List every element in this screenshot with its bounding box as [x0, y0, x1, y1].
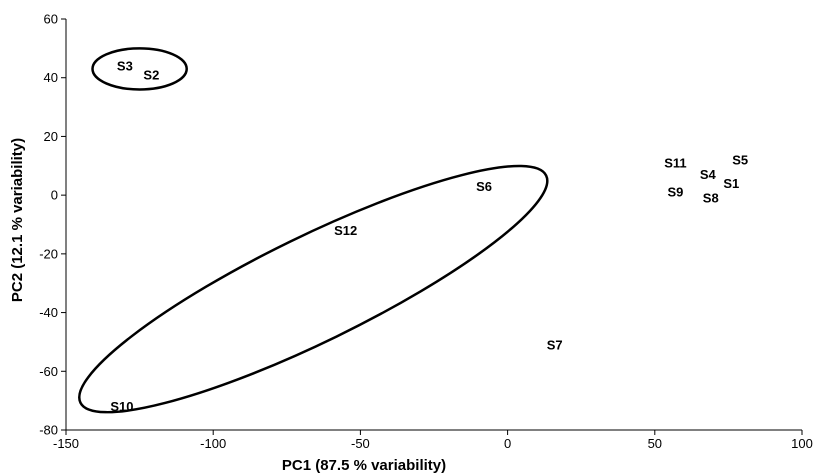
x-tick-label: -100	[200, 436, 226, 451]
y-tick-label: 40	[44, 70, 58, 85]
cluster-ellipse	[91, 47, 188, 91]
y-tick-label: 60	[44, 12, 58, 27]
cluster-ellipse	[78, 164, 549, 414]
axes: -150 -100 -50 0 50 100 -80 -60 -40 -20 0 20 40 60	[39, 12, 813, 452]
point-label-s6: S6	[476, 179, 492, 194]
y-tick-label: 0	[51, 188, 58, 203]
point-label-s1: S1	[723, 176, 739, 191]
y-tick-label: -60	[39, 364, 58, 379]
y-tick-label: -40	[39, 305, 58, 320]
y-axis-title: PC2 (12.1 % variability)	[9, 138, 26, 302]
x-tick-label: 50	[648, 436, 662, 451]
point-label-s7: S7	[547, 337, 563, 352]
point-label-s8: S8	[703, 191, 719, 206]
point-label-s2: S2	[143, 67, 159, 82]
point-label-s4: S4	[700, 167, 717, 182]
point-label-s9: S9	[667, 185, 683, 200]
point-label-s10: S10	[110, 399, 133, 414]
x-tick-label: -150	[53, 436, 79, 451]
point-label-s12: S12	[334, 223, 357, 238]
point-labels: S3 S2 S6 S12 S10 S11 S5 S4 S1 S9 S8 S7	[110, 58, 748, 414]
x-tick-label: -50	[351, 436, 370, 451]
point-label-s5: S5	[732, 152, 748, 167]
x-axis-title: PC1 (87.5 % variability)	[282, 457, 446, 474]
y-tick-label: 20	[44, 129, 58, 144]
y-tick-label: -20	[39, 246, 58, 261]
cluster-ellipses	[78, 47, 549, 414]
y-tick-label: -80	[39, 423, 58, 438]
x-tick-label: 100	[791, 436, 813, 451]
point-label-s3: S3	[117, 58, 133, 73]
point-label-s11: S11	[664, 155, 686, 170]
x-tick-label: 0	[504, 436, 511, 451]
